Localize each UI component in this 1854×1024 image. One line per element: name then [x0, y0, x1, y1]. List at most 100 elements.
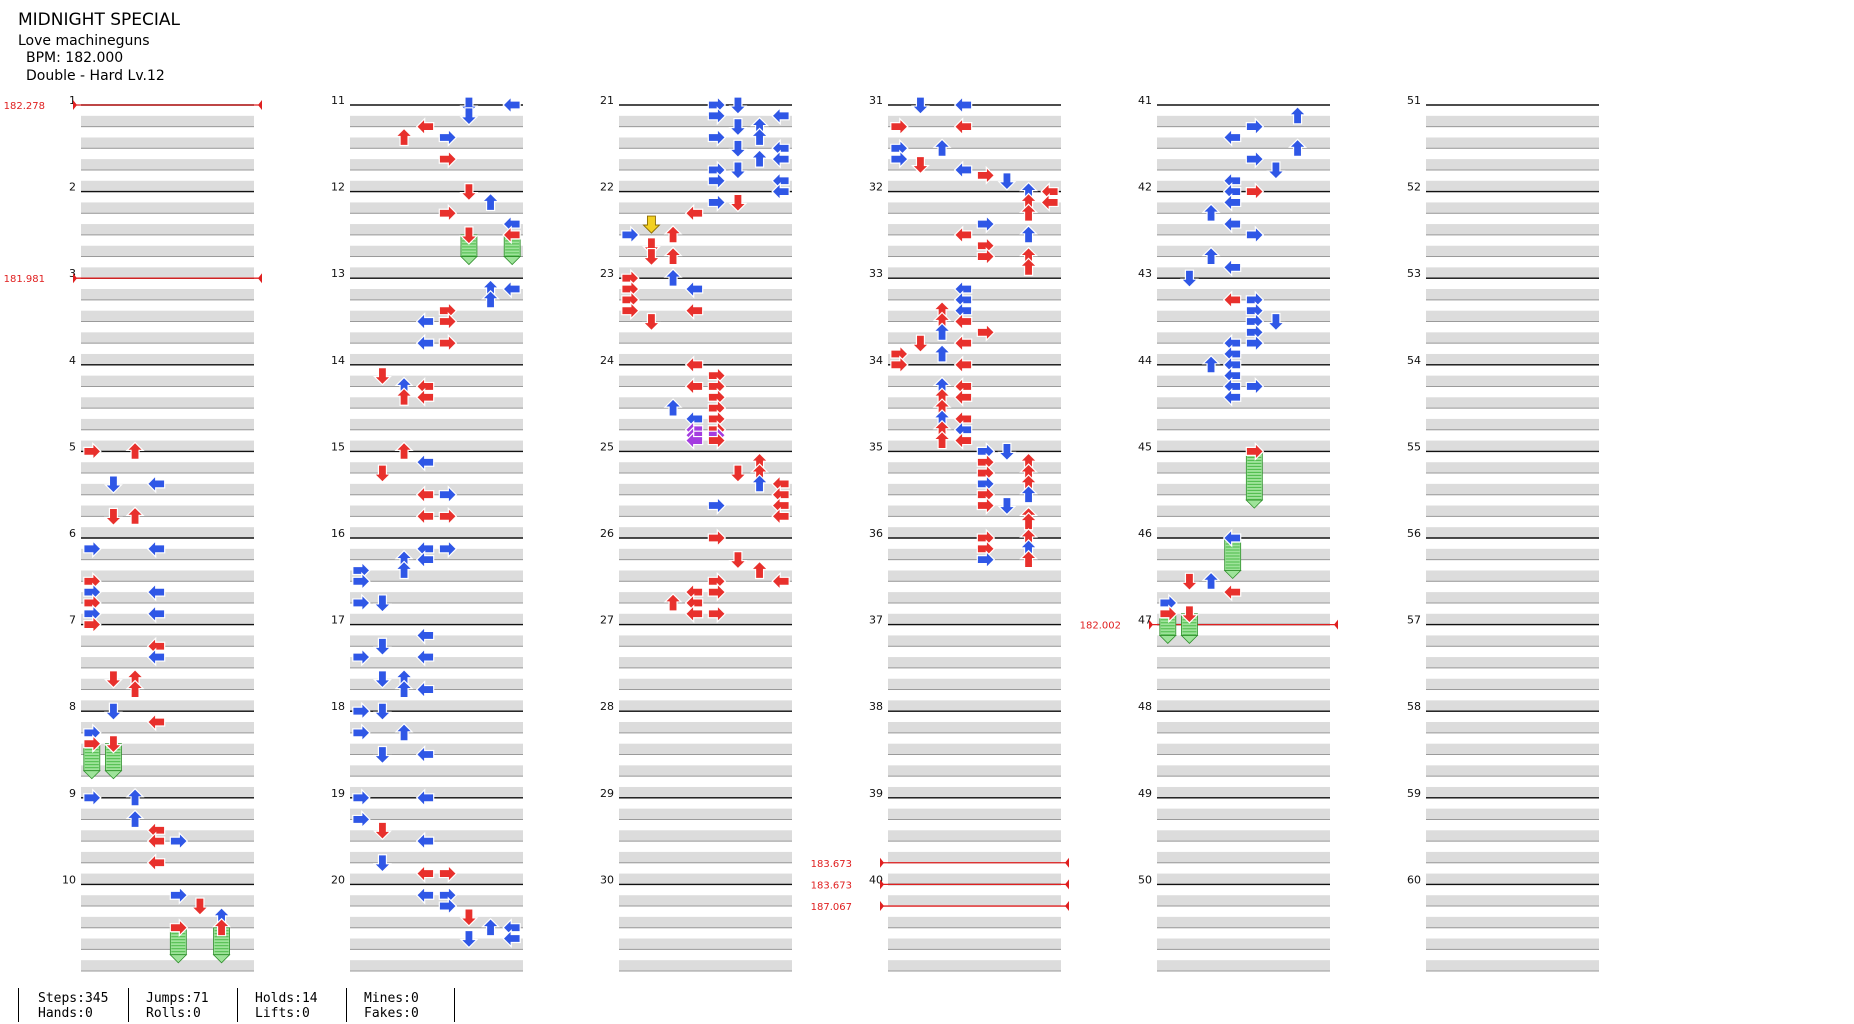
- left-arrow-icon: [352, 647, 371, 667]
- beat-band: [81, 159, 254, 171]
- beat-band: [350, 115, 523, 128]
- beat-band: [888, 808, 1061, 820]
- right-arrow-icon: [146, 647, 166, 667]
- left-arrow-icon: [976, 550, 996, 570]
- beat-band: [1426, 570, 1599, 582]
- measure-number: 7: [69, 614, 76, 627]
- beat-band: [81, 137, 254, 149]
- stat-hands: Hands:0: [38, 1006, 93, 1021]
- up-arrow-icon: [481, 192, 501, 212]
- up-arrow-icon: [481, 917, 501, 937]
- beat-band: [619, 635, 792, 647]
- beat-band: [888, 245, 1061, 258]
- beat-band: [619, 613, 792, 626]
- beat-band: [350, 180, 523, 193]
- measure-number: 3: [69, 267, 76, 280]
- measure-number: 20: [331, 873, 345, 886]
- left-arrow-icon: [976, 165, 996, 185]
- beat-band: [888, 440, 1061, 452]
- beat-band: [350, 289, 523, 301]
- right-arrow-icon: [953, 431, 973, 451]
- beat-band: [81, 224, 254, 236]
- beat-band: [81, 938, 254, 950]
- bpm-change-marker: [880, 857, 884, 868]
- beat-band: [1157, 418, 1330, 431]
- left-arrow-icon: [169, 885, 189, 905]
- beat-band: [619, 375, 792, 387]
- left-arrow-icon: [976, 214, 996, 234]
- right-arrow-icon: [146, 474, 166, 494]
- measure-number: 15: [331, 440, 345, 453]
- down-arrow-icon: [728, 96, 748, 115]
- up-arrow-icon: [663, 246, 683, 266]
- beat-band: [619, 267, 792, 279]
- beat-band: [888, 353, 1061, 366]
- beat-band: [888, 722, 1061, 734]
- measure-number: 2: [69, 181, 76, 194]
- right-arrow-icon: [771, 182, 790, 202]
- beat-band: [888, 505, 1061, 517]
- beat-band: [1426, 678, 1599, 691]
- right-arrow-icon: [502, 95, 521, 115]
- left-arrow-icon: [707, 496, 727, 515]
- up-arrow-icon: [750, 560, 770, 580]
- right-arrow-icon: [146, 604, 166, 624]
- beat-band: [619, 722, 792, 734]
- measure-number: 52: [1407, 181, 1421, 194]
- up-arrow-icon: [125, 679, 145, 699]
- beat-band: [619, 245, 792, 258]
- mine-shape: [642, 215, 661, 234]
- beat-band: [1426, 527, 1599, 539]
- measure-number: 31: [869, 94, 883, 107]
- beat-band: [81, 765, 254, 777]
- beat-band: [888, 635, 1061, 647]
- bpm-change-marker: [1065, 879, 1069, 890]
- right-arrow-icon: [146, 539, 166, 559]
- right-arrow-icon: [415, 625, 435, 645]
- bpm-change-marker: [1065, 901, 1069, 912]
- beat-band: [1426, 960, 1599, 972]
- down-arrow-icon: [997, 442, 1017, 462]
- measure-number: 25: [600, 440, 614, 453]
- up-arrow-icon: [1201, 571, 1221, 590]
- right-arrow-icon: [953, 117, 973, 137]
- right-arrow-icon: [415, 117, 435, 137]
- beat-band: [81, 440, 254, 452]
- up-arrow-icon: [125, 809, 145, 829]
- hold-tail: [104, 770, 123, 780]
- beat-band: [619, 873, 792, 885]
- hold-tail: [1223, 570, 1242, 580]
- beat-band: [350, 440, 523, 452]
- beat-band: [1426, 505, 1599, 517]
- measure-number: 38: [869, 700, 883, 713]
- measure-number: 59: [1407, 787, 1421, 800]
- left-arrow-icon: [707, 431, 727, 451]
- beat-band: [350, 332, 523, 344]
- up-arrow-icon: [125, 787, 145, 807]
- up-arrow-icon: [932, 344, 952, 363]
- bpm-change-label: 182.002: [1080, 621, 1121, 632]
- left-arrow-icon: [438, 485, 458, 505]
- beat-band: [888, 527, 1061, 539]
- beat-band: [888, 700, 1061, 712]
- song-difficulty: Double - Hard Lv.12: [26, 68, 165, 84]
- beat-band: [1426, 548, 1599, 561]
- beat-band: [81, 960, 254, 972]
- up-arrow-icon: [1201, 354, 1221, 374]
- beat-band: [1157, 635, 1330, 647]
- measure-number: 22: [600, 181, 614, 194]
- up-arrow-icon: [481, 290, 501, 309]
- left-arrow-icon: [621, 301, 640, 321]
- beat-band: [1426, 613, 1599, 626]
- beat-band: [1426, 375, 1599, 387]
- left-arrow-icon: [83, 615, 102, 635]
- measure-number: 42: [1138, 181, 1152, 194]
- beat-band: [350, 397, 523, 409]
- down-arrow-icon: [459, 226, 479, 245]
- bpm-change-marker: [880, 901, 884, 912]
- beat-band: [888, 289, 1061, 301]
- down-arrow-icon: [641, 312, 661, 332]
- beat-band: [888, 418, 1061, 431]
- beat-band: [81, 895, 254, 907]
- beat-band: [888, 960, 1061, 972]
